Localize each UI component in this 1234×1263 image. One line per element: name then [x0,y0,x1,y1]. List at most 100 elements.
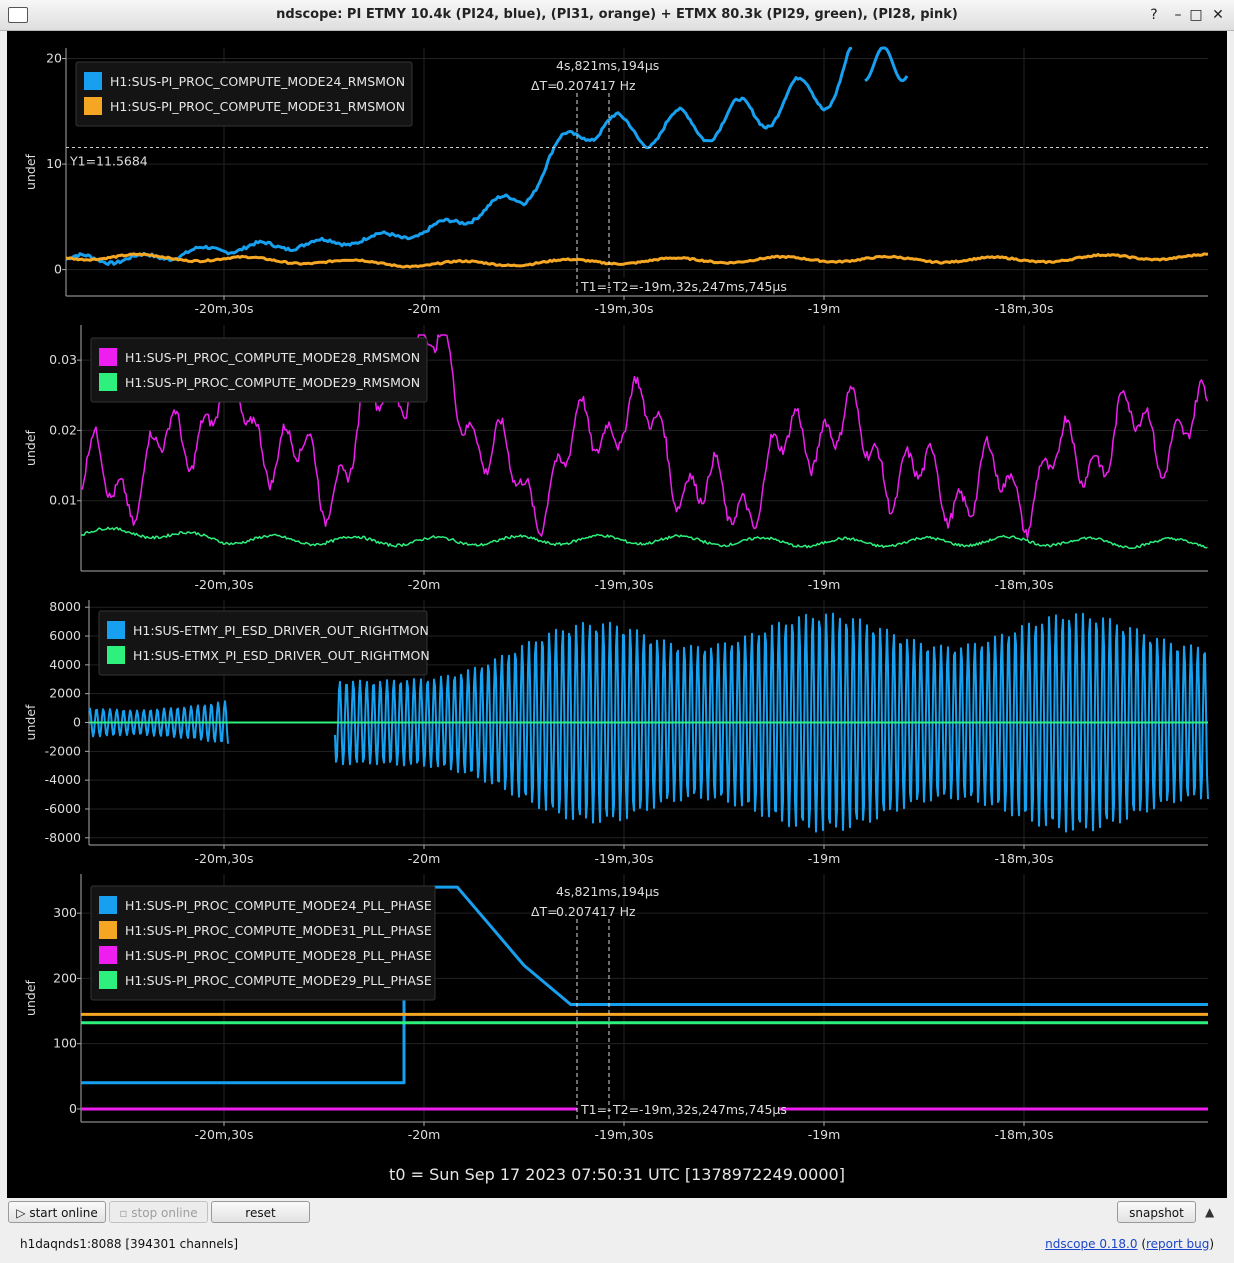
legend-swatch [99,971,117,989]
window-titlebar: ndscope: PI ETMY 10.4k (PI24, blue), (PI… [0,0,1234,31]
y-tick-label: 0 [69,1101,77,1116]
delta-t-label: ΔT= [531,78,558,93]
legend-label: H1:SUS-PI_PROC_COMPUTE_MODE24_PLL_PHASE [125,898,432,913]
x-tick-label: -18m,30s [995,301,1054,316]
frequency-value: 0.207417 Hz [556,904,636,919]
stop-icon: ▫ [119,1206,132,1220]
plots-canvas[interactable]: 20 100 -20m,30s -20m -19m,30s -19m -18m,30s und… [7,31,1227,1198]
statusbar: h1daqnds1:8088 [394301 channels] ndscope… [0,1230,1234,1260]
delta-t-value: 4s,821ms,194µs [556,884,659,899]
legend-swatch [107,646,125,664]
delta-t-value: 4s,821ms,194µs [556,58,659,73]
close-icon[interactable]: ✕ [1212,7,1224,23]
x-tick-label: -20m,30s [195,851,254,866]
y-tick-label: 200 [53,970,77,985]
series-line [80,334,1209,540]
legend-swatch [99,348,117,366]
t2-label-bg [612,278,777,295]
y-tick-label: -4000 [45,772,81,787]
y-tick-label: 300 [53,905,77,920]
stop-online-button[interactable]: ▫ stop online [109,1201,208,1223]
plot-area[interactable]: 20 10 0 -20m,30s -20m -19m,30s -19m -18m,30s und… [7,31,1227,1198]
legend-label: H1:SUS-PI_PROC_COMPUTE_MODE24_RMSMON [110,74,405,89]
legend-label: H1:SUS-PI_PROC_COMPUTE_MODE29_PLL_PHASE [125,973,432,988]
x-tick-label: -18m,30s [995,1127,1054,1142]
x-tick-label: -18m,30s [995,577,1054,592]
legend-label: H1:SUS-PI_PROC_COMPUTE_MODE28_RMSMON [125,350,420,365]
y-axis-label: undef [23,979,38,1015]
x-tick-label: -20m,30s [195,301,254,316]
app-icon [8,7,28,23]
y-tick-label: -2000 [45,743,81,758]
legend-label: H1:SUS-PI_PROC_COMPUTE_MODE29_RMSMON [125,375,420,390]
x-tick-label: -20m [408,851,441,866]
legend-swatch [84,72,102,90]
x-tick-label: -19m,30s [595,301,654,316]
y-tick-label: 8000 [49,599,81,614]
legend-swatch [99,896,117,914]
report-bug-link[interactable]: report bug [1146,1237,1210,1251]
t0-label: t0 = Sun Sep 17 2023 07:50:31 UTC [13789… [389,1165,845,1184]
x-tick-label: -20m [408,577,441,592]
reset-button[interactable]: reset [211,1201,310,1223]
t2-label: T2=-19m,32s,247ms,745µs [612,279,787,294]
y-axis-label: undef [23,429,38,465]
stop-online-label: stop online [131,1206,198,1220]
series-line [864,46,909,83]
t2-label-bg [612,1101,777,1118]
legend-box [75,61,413,127]
y-tick-label: 0 [54,262,62,277]
series-line [65,46,853,266]
t1-label: T1=- [580,1102,612,1117]
y-tick-label: 2000 [49,686,81,701]
y-tick-label: 20 [46,51,62,66]
x-tick-label: -19m [808,577,841,592]
series-line [80,526,1208,550]
x-tick-label: -19m,30s [595,1127,654,1142]
series-line [334,612,1209,833]
legend-label: H1:SUS-ETMX_PI_ESD_DRIVER_OUT_RIGHTMON [133,648,430,663]
y-tick-label: -6000 [45,801,81,816]
maximize-icon[interactable]: □ [1189,7,1203,23]
legend-label: H1:SUS-ETMY_PI_ESD_DRIVER_OUT_RIGHTMON [133,623,429,638]
x-tick-label: -19m,30s [595,851,654,866]
y-tick-label: 100 [53,1036,77,1051]
delta-t-label: ΔT= [531,904,558,919]
series-line [88,700,229,744]
x-tick-label: -19m,30s [595,577,654,592]
legend-box [98,610,428,676]
t1-label-bg [579,1101,605,1118]
series-line [65,252,1209,269]
toolbar: ▷ start online ▫ stop online reset snaps… [0,1198,1234,1228]
x-tick-label: -19m [808,1127,841,1142]
frequency-value: 0.207417 Hz [556,78,636,93]
x-tick-label: -20m [408,1127,441,1142]
start-online-label: start online [29,1206,98,1220]
legend-swatch [99,373,117,391]
y1-cursor-label: Y1=11.5684 [69,154,148,169]
minimize-icon[interactable]: – [1174,7,1182,23]
snapshot-button[interactable]: snapshot [1117,1201,1196,1223]
y-tick-label: 0.01 [49,493,77,508]
server-status: h1daqnds1:8088 [394301 channels] [20,1237,239,1251]
start-online-button[interactable]: ▷ start online [8,1201,106,1223]
y-axis-label: undef [23,153,38,189]
t1-label-bg [579,278,605,295]
t2-label: T2=-19m,32s,247ms,745µs [612,1102,787,1117]
version-link[interactable]: ndscope 0.18.0 [1045,1237,1138,1251]
legend-label: H1:SUS-PI_PROC_COMPUTE_MODE31_RMSMON [110,99,405,114]
y-tick-label: 0 [73,715,81,730]
legend-label: H1:SUS-PI_PROC_COMPUTE_MODE31_PLL_PHASE [125,923,432,938]
legend-box [90,885,436,1001]
help-icon[interactable]: ? [1150,7,1158,23]
collapse-arrow-icon[interactable]: ▲ [1205,1205,1215,1219]
x-tick-label: -19m [808,301,841,316]
window-title: ndscope: PI ETMY 10.4k (PI24, blue), (PI… [276,7,958,22]
version-info: ndscope 0.18.0 (report bug) [1045,1237,1214,1251]
legend-label: H1:SUS-PI_PROC_COMPUTE_MODE28_PLL_PHASE [125,948,432,963]
x-tick-label: -19m [808,851,841,866]
x-tick-label: -18m,30s [995,851,1054,866]
legend-box [90,337,428,403]
series-line [81,885,1208,1085]
legend-swatch [99,921,117,939]
